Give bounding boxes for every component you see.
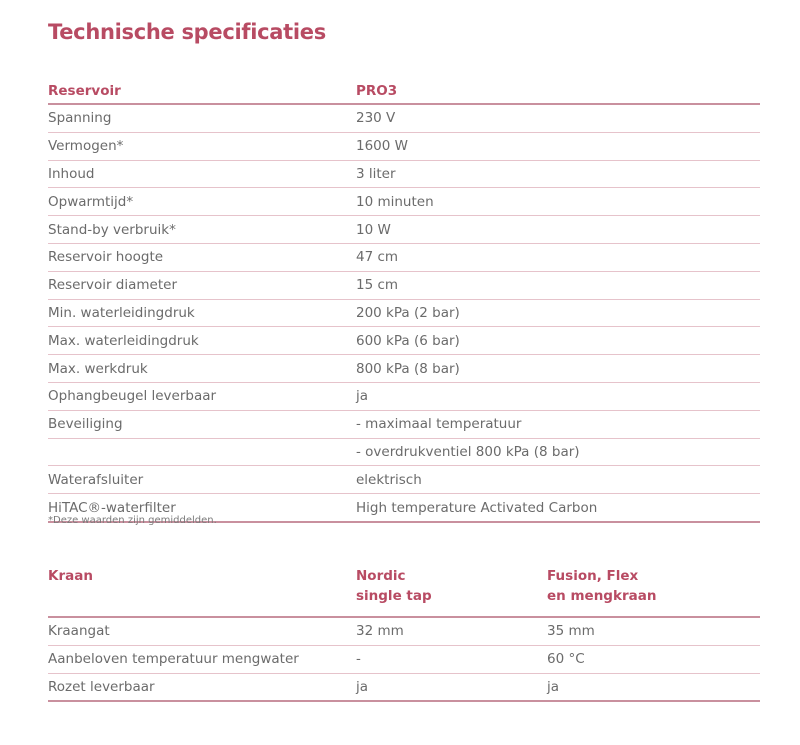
table-cell: ja: [356, 673, 547, 703]
table-cell: - maximaal temperatuur: [356, 410, 760, 439]
table-row: Kraangat 32 mm 35 mm: [48, 617, 760, 646]
table-cell: 10 W: [356, 215, 760, 244]
table-cell: 600 kPa (6 bar): [356, 326, 760, 356]
table-cell: Beveiliging: [48, 410, 356, 439]
table-cell: Max. werkdruk: [48, 354, 356, 383]
table-row: Reservoir hoogte 47 cm: [48, 243, 760, 272]
table-cell: Vermogen*: [48, 132, 356, 161]
table-row: Waterafsluiter elektrisch: [48, 465, 760, 495]
table-row: Vermogen* 1600 W: [48, 132, 760, 161]
table-cell: Kraangat: [48, 617, 356, 646]
table-cell: Min. waterleidingdruk: [48, 299, 356, 328]
table-cell: 3 liter: [356, 160, 760, 189]
table-cell: - overdrukventiel 800 kPa (8 bar): [356, 438, 760, 467]
table-cell: 200 kPa (2 bar): [356, 299, 760, 328]
table-row: Max. waterleidingdruk 600 kPa (6 bar): [48, 326, 760, 356]
table-row: Beveiliging - maximaal temperatuur: [48, 410, 760, 439]
table-row: Aanbeloven temperatuur mengwater -60 °C: [48, 645, 760, 674]
table-cell: Aanbeloven temperatuur mengwater: [48, 645, 356, 674]
table-cell: Stand-by verbruik*: [48, 215, 356, 244]
table-cell: Rozet leverbaar: [48, 673, 356, 703]
table-row: Spanning 230 V: [48, 104, 760, 133]
table-header-row: Kraan Nordic single tap Fusion, Flex en …: [48, 562, 760, 618]
table-cell: 800 kPa (8 bar): [356, 354, 760, 383]
table-cell: [48, 438, 356, 467]
table-cell: Spanning: [48, 104, 356, 133]
table-row: Reservoir diameter 15 cm: [48, 271, 760, 300]
table-cell: 32 mm: [356, 617, 547, 646]
table-cell: 47 cm: [356, 243, 760, 272]
table-row: Max. werkdruk 800 kPa (8 bar): [48, 354, 760, 383]
table-cell: Opwarmtijd*: [48, 187, 356, 217]
reservoir-table: Reservoir PRO3 Spanning 230 V Vermogen* 160…: [48, 78, 760, 523]
table-header-row: Reservoir PRO3: [48, 78, 760, 105]
column-header: Fusion, Flex en mengkraan: [547, 562, 760, 618]
column-header: Reservoir: [48, 78, 356, 105]
table-cell: Max. waterleidingdruk: [48, 326, 356, 356]
table-cell: 1600 W: [356, 132, 760, 161]
table-row: HiTAC®-waterfilter High temperature Activ…: [48, 493, 760, 523]
table-cell: ja: [547, 673, 760, 703]
table-cell: 230 V: [356, 104, 760, 133]
table-cell: Waterafsluiter: [48, 465, 356, 495]
table-cell: High temperature Activated Carbon: [356, 493, 760, 523]
table-cell: Ophangbeugel leverbaar: [48, 382, 356, 411]
table-row: - overdrukventiel 800 kPa (8 bar): [48, 438, 760, 467]
column-header: PRO3: [356, 78, 760, 105]
table-cell: Inhoud: [48, 160, 356, 189]
table-cell: HiTAC®-waterfilter: [48, 493, 356, 523]
table-cell: 35 mm: [547, 617, 760, 646]
table-row: Stand-by verbruik* 10 W: [48, 215, 760, 244]
table-cell: ja: [356, 382, 760, 411]
table-cell: 10 minuten: [356, 187, 760, 217]
table-row: Min. waterleidingdruk 200 kPa (2 bar): [48, 299, 760, 328]
footnote: *Deze waarden zijn gemiddelden.: [48, 515, 217, 526]
table-cell: elektrisch: [356, 465, 760, 495]
table-cell: 60 °C: [547, 645, 760, 674]
page-title: Technische specificaties: [48, 20, 326, 44]
table-cell: -: [356, 645, 547, 674]
kraan-table: Kraan Nordic single tap Fusion, Flex en …: [48, 562, 760, 703]
column-header: Nordic single tap: [356, 562, 547, 618]
table-row: Opwarmtijd* 10 minuten: [48, 187, 760, 217]
table-row: Inhoud 3 liter: [48, 160, 760, 189]
table-row: Ophangbeugel leverbaar ja: [48, 382, 760, 411]
table-cell: Reservoir diameter: [48, 271, 356, 300]
column-header: Kraan: [48, 562, 356, 618]
table-row: Rozet leverbaar ja ja: [48, 673, 760, 703]
table-cell: 15 cm: [356, 271, 760, 300]
table-cell: Reservoir hoogte: [48, 243, 356, 272]
